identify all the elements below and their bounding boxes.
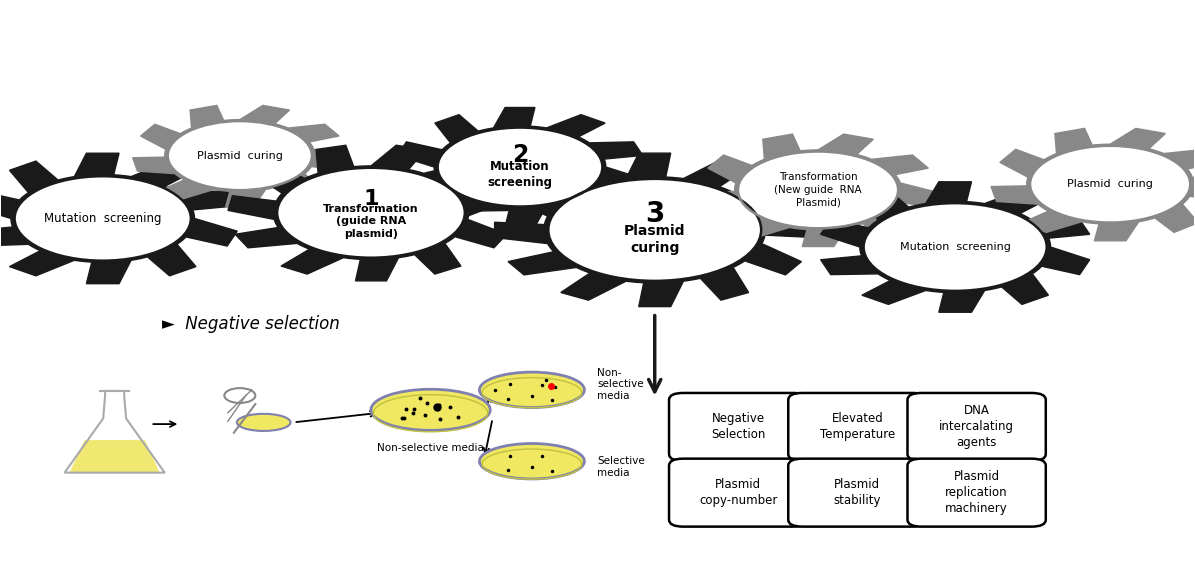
- Text: Plasmid  curing: Plasmid curing: [1067, 179, 1153, 189]
- Text: Plasmid
copy-number: Plasmid copy-number: [699, 478, 778, 507]
- Text: Plasmid
stability: Plasmid stability: [834, 478, 881, 507]
- Text: Non-
selective
media: Non- selective media: [598, 367, 644, 401]
- Text: DNA
intercalating
agents: DNA intercalating agents: [939, 405, 1015, 449]
- Text: ►  Negative selection: ► Negative selection: [163, 315, 341, 333]
- Ellipse shape: [479, 372, 584, 408]
- Circle shape: [437, 127, 602, 207]
- FancyBboxPatch shape: [669, 393, 808, 461]
- Ellipse shape: [237, 414, 290, 431]
- Text: Plasmid
replication
machinery: Plasmid replication machinery: [945, 470, 1009, 515]
- Circle shape: [864, 203, 1047, 291]
- Polygon shape: [228, 145, 514, 281]
- Text: Mutation  screening: Mutation screening: [900, 242, 1011, 252]
- Ellipse shape: [370, 389, 490, 430]
- Text: 3: 3: [645, 200, 664, 228]
- Text: Transformation
(guide RNA
plasmid): Transformation (guide RNA plasmid): [323, 204, 418, 239]
- Polygon shape: [0, 153, 238, 284]
- Text: Plasmid
curing: Plasmid curing: [624, 224, 686, 255]
- Text: Negative
Selection: Negative Selection: [711, 413, 765, 441]
- Text: Mutation
screening: Mutation screening: [488, 160, 552, 189]
- Polygon shape: [991, 129, 1195, 241]
- Circle shape: [277, 168, 465, 258]
- Polygon shape: [69, 440, 160, 472]
- Text: Plasmid  curing: Plasmid curing: [197, 150, 283, 161]
- Circle shape: [1030, 146, 1190, 223]
- Text: Selective
media: Selective media: [598, 456, 645, 478]
- Polygon shape: [495, 153, 815, 307]
- Polygon shape: [821, 182, 1090, 312]
- Polygon shape: [397, 107, 643, 227]
- FancyBboxPatch shape: [907, 393, 1046, 461]
- Text: Mutation  screening: Mutation screening: [44, 212, 161, 225]
- Text: Transformation
(New guide  RNA
Plasmid): Transformation (New guide RNA Plasmid): [774, 173, 862, 207]
- FancyBboxPatch shape: [789, 393, 926, 461]
- FancyBboxPatch shape: [789, 459, 926, 526]
- Text: Non-selective media: Non-selective media: [378, 443, 484, 453]
- Polygon shape: [133, 106, 347, 207]
- FancyBboxPatch shape: [669, 459, 808, 526]
- Text: 2: 2: [511, 143, 528, 166]
- Text: 1: 1: [363, 189, 379, 209]
- Text: Elevated
Temperature: Elevated Temperature: [820, 413, 895, 441]
- Circle shape: [14, 176, 191, 261]
- Ellipse shape: [479, 444, 584, 479]
- Circle shape: [549, 179, 761, 281]
- FancyBboxPatch shape: [907, 459, 1046, 526]
- Circle shape: [167, 121, 312, 190]
- Circle shape: [739, 152, 899, 228]
- Polygon shape: [699, 134, 937, 246]
